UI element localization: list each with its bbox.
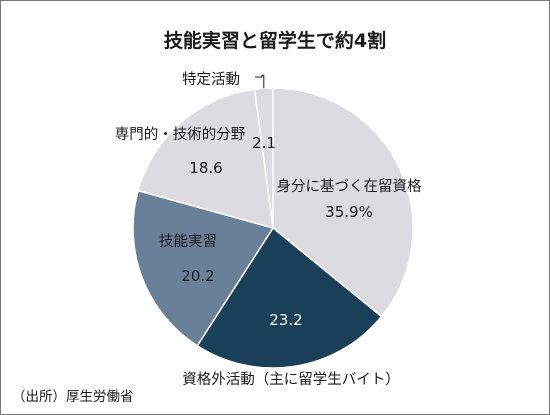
chart-title: 技能実習と留学生で約4割 — [164, 29, 386, 52]
slice-value-label: 18.6 — [189, 159, 222, 177]
leader-line — [255, 74, 265, 89]
slice-value-label: 2.1 — [252, 134, 276, 152]
slice-value-label: 23.2 — [269, 311, 302, 329]
pie-slice — [132, 189, 275, 347]
slice-labels: 身分に基づく在留資格 35.9% 資格外活動（主に留学生バイト） 23.2 技能実習 20… — [115, 71, 422, 388]
pie-slice — [272, 87, 414, 318]
slice-name-label: 技能実習 — [159, 233, 217, 250]
pie-slices — [132, 87, 414, 369]
source-note: （出所）厚生労働省 — [12, 389, 134, 405]
slice-name-label: 特定活動 — [182, 71, 240, 88]
slice-name-label: 専門的・技術的分野 — [115, 126, 246, 143]
slice-value-label: 35.9% — [325, 203, 373, 221]
slice-value-label: 20.2 — [181, 267, 214, 285]
slice-name-label: 身分に基づく在留資格 — [277, 178, 422, 195]
leader-lines — [255, 74, 265, 89]
slice-name-label: 資格外活動（主に留学生バイト） — [182, 371, 400, 388]
pie-slice — [196, 226, 383, 369]
pie-slice — [253, 87, 274, 229]
pie-slice — [137, 88, 274, 230]
